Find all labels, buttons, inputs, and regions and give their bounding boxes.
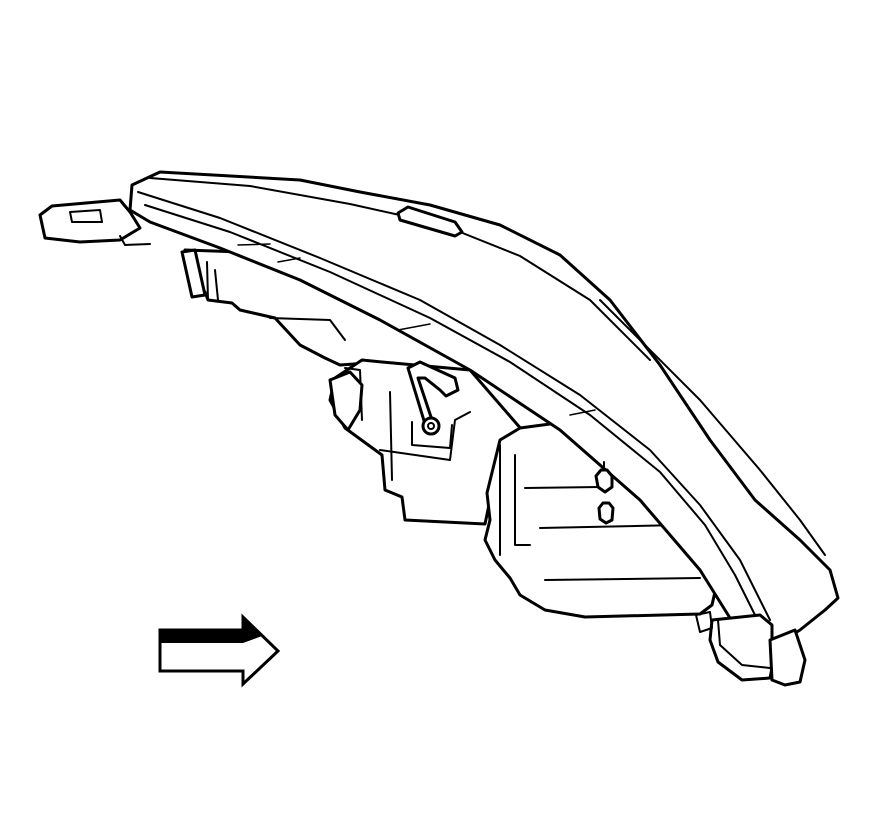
mounting-foot-right bbox=[695, 611, 807, 687]
vent-slot bbox=[396, 205, 464, 238]
stud-upper bbox=[594, 461, 614, 494]
stud-lower bbox=[597, 501, 615, 525]
mounting-post bbox=[180, 248, 207, 299]
side-bracket bbox=[328, 370, 364, 432]
lens-outer-housing bbox=[128, 170, 840, 652]
mounting-tab-left bbox=[38, 198, 151, 246]
adjuster-clip bbox=[406, 360, 460, 449]
direction-arrow-icon bbox=[158, 613, 281, 688]
